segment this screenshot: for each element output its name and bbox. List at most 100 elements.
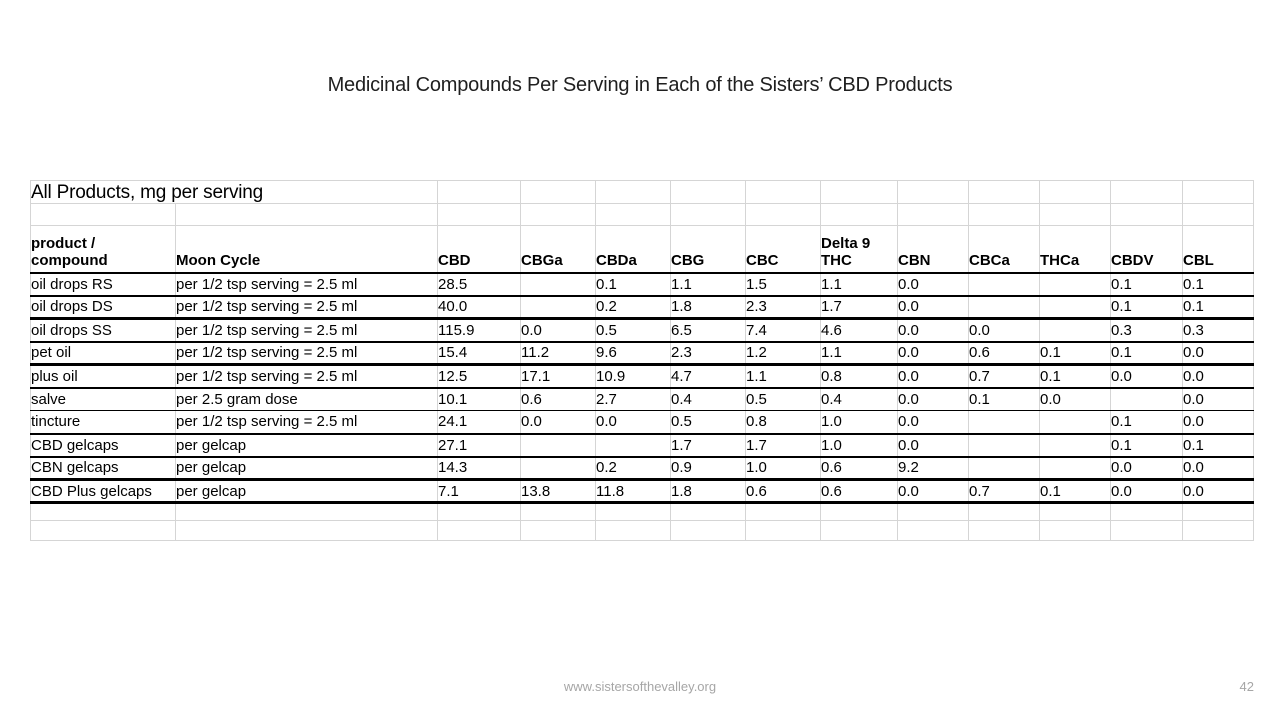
table-row: CBN gelcaps per gelcap 14.3 0.2 0.9 1.0 0.6 9.2… bbox=[30, 456, 1254, 481]
value-cell: 11.2 bbox=[520, 341, 596, 366]
value-cell: 0.1 bbox=[968, 387, 1040, 411]
product-cell: oil drops RS bbox=[30, 272, 176, 297]
value-cell: 2.3 bbox=[670, 341, 746, 366]
table-header-row: product / compound Moon Cycle CBD CBGa CBD… bbox=[30, 225, 1254, 274]
column-header-cbga: CBGa bbox=[520, 225, 596, 274]
value-cell: 0.0 bbox=[1182, 341, 1254, 366]
table-cell-empty bbox=[175, 203, 438, 226]
column-header-cbca: CBCa bbox=[968, 225, 1040, 274]
value-cell: 0.1 bbox=[1182, 272, 1254, 297]
value-cell: 0.1 bbox=[1110, 410, 1183, 435]
value-cell: 0.8 bbox=[820, 364, 898, 389]
value-cell bbox=[520, 272, 596, 297]
value-cell: 10.9 bbox=[595, 364, 671, 389]
table-cell-empty bbox=[175, 502, 438, 521]
column-header-line: compound bbox=[31, 251, 108, 269]
table-cell-empty bbox=[1039, 180, 1111, 204]
value-cell: 0.1 bbox=[1039, 479, 1111, 504]
table-cell-empty bbox=[820, 502, 898, 521]
product-cell: CBD gelcaps bbox=[30, 433, 176, 458]
value-cell: 0.7 bbox=[968, 364, 1040, 389]
value-cell: 0.2 bbox=[595, 456, 671, 481]
value-cell bbox=[968, 456, 1040, 481]
value-cell: 1.0 bbox=[745, 456, 821, 481]
value-cell bbox=[1039, 318, 1111, 343]
value-cell: 0.0 bbox=[1182, 387, 1254, 411]
product-cell: oil drops DS bbox=[30, 295, 176, 320]
table-cell-empty bbox=[820, 203, 898, 226]
column-header-line: CBDa bbox=[596, 251, 637, 269]
value-cell: 12.5 bbox=[437, 364, 521, 389]
value-cell: 0.7 bbox=[968, 479, 1040, 504]
moon-cycle-cell: per 1/2 tsp serving = 2.5 ml bbox=[175, 410, 438, 435]
value-cell: 0.0 bbox=[897, 341, 969, 366]
column-header-line: Delta 9 bbox=[821, 234, 871, 252]
table-cell-empty bbox=[968, 520, 1040, 541]
column-header-line: THCa bbox=[1040, 251, 1080, 269]
moon-cycle-cell: per gelcap bbox=[175, 479, 438, 504]
column-header-moon-cycle: Moon Cycle bbox=[175, 225, 438, 274]
value-cell bbox=[1039, 272, 1111, 297]
table-cell-empty bbox=[745, 502, 821, 521]
value-cell: 0.1 bbox=[1110, 295, 1183, 320]
value-cell: 4.6 bbox=[820, 318, 898, 343]
column-header-cbg: CBG bbox=[670, 225, 746, 274]
column-header-line: THC bbox=[821, 251, 852, 269]
value-cell: 0.0 bbox=[1110, 364, 1183, 389]
value-cell: 1.7 bbox=[670, 433, 746, 458]
value-cell: 0.0 bbox=[897, 364, 969, 389]
value-cell bbox=[1039, 456, 1111, 481]
table-cell-empty bbox=[745, 520, 821, 541]
table-cell-empty bbox=[520, 520, 596, 541]
value-cell bbox=[968, 295, 1040, 320]
value-cell bbox=[968, 272, 1040, 297]
value-cell: 17.1 bbox=[520, 364, 596, 389]
table-cell-empty bbox=[520, 203, 596, 226]
column-header-cbc: CBC bbox=[745, 225, 821, 274]
value-cell: 0.5 bbox=[670, 410, 746, 435]
table-row: CBD gelcaps per gelcap 27.1 1.7 1.7 1.0 0.0 0.1… bbox=[30, 433, 1254, 458]
value-cell: 1.0 bbox=[820, 433, 898, 458]
products-table-container: All Products, mg per serving product / c… bbox=[30, 180, 1254, 541]
value-cell: 0.1 bbox=[1110, 341, 1183, 366]
products-table: All Products, mg per serving product / c… bbox=[30, 180, 1254, 541]
table-blank-row bbox=[30, 203, 1254, 226]
value-cell bbox=[1110, 387, 1183, 411]
value-cell: 0.0 bbox=[1110, 479, 1183, 504]
value-cell: 15.4 bbox=[437, 341, 521, 366]
table-cell-empty bbox=[670, 502, 746, 521]
value-cell: 0.1 bbox=[1110, 433, 1183, 458]
value-cell: 0.0 bbox=[1110, 456, 1183, 481]
value-cell: 0.0 bbox=[897, 433, 969, 458]
table-cell-empty bbox=[595, 203, 671, 226]
value-cell bbox=[520, 295, 596, 320]
value-cell: 0.4 bbox=[820, 387, 898, 411]
column-header-thca: THCa bbox=[1039, 225, 1111, 274]
table-cell-empty bbox=[1110, 203, 1183, 226]
column-header-cbl: CBL bbox=[1182, 225, 1254, 274]
table-cell-empty bbox=[1182, 502, 1254, 521]
table-cell-empty bbox=[820, 180, 898, 204]
value-cell: 1.0 bbox=[820, 410, 898, 435]
value-cell: 0.0 bbox=[520, 410, 596, 435]
column-header-line: CBC bbox=[746, 251, 779, 269]
value-cell: 28.5 bbox=[437, 272, 521, 297]
value-cell: 13.8 bbox=[520, 479, 596, 504]
value-cell: 1.7 bbox=[820, 295, 898, 320]
product-cell: CBD Plus gelcaps bbox=[30, 479, 176, 504]
value-cell: 0.5 bbox=[595, 318, 671, 343]
value-cell: 0.3 bbox=[1182, 318, 1254, 343]
column-header-cbdv: CBDV bbox=[1110, 225, 1183, 274]
value-cell: 0.6 bbox=[968, 341, 1040, 366]
table-cell-empty bbox=[1110, 502, 1183, 521]
column-header-line: CBL bbox=[1183, 251, 1214, 269]
value-cell: 0.0 bbox=[1039, 387, 1111, 411]
table-cell-empty bbox=[30, 203, 176, 226]
column-header-line: CBGa bbox=[521, 251, 563, 269]
table-cell-empty bbox=[1182, 203, 1254, 226]
column-header-cbda: CBDa bbox=[595, 225, 671, 274]
value-cell: 11.8 bbox=[595, 479, 671, 504]
value-cell: 1.1 bbox=[820, 272, 898, 297]
column-header-cbd: CBD bbox=[437, 225, 521, 274]
table-cell-empty bbox=[745, 180, 821, 204]
